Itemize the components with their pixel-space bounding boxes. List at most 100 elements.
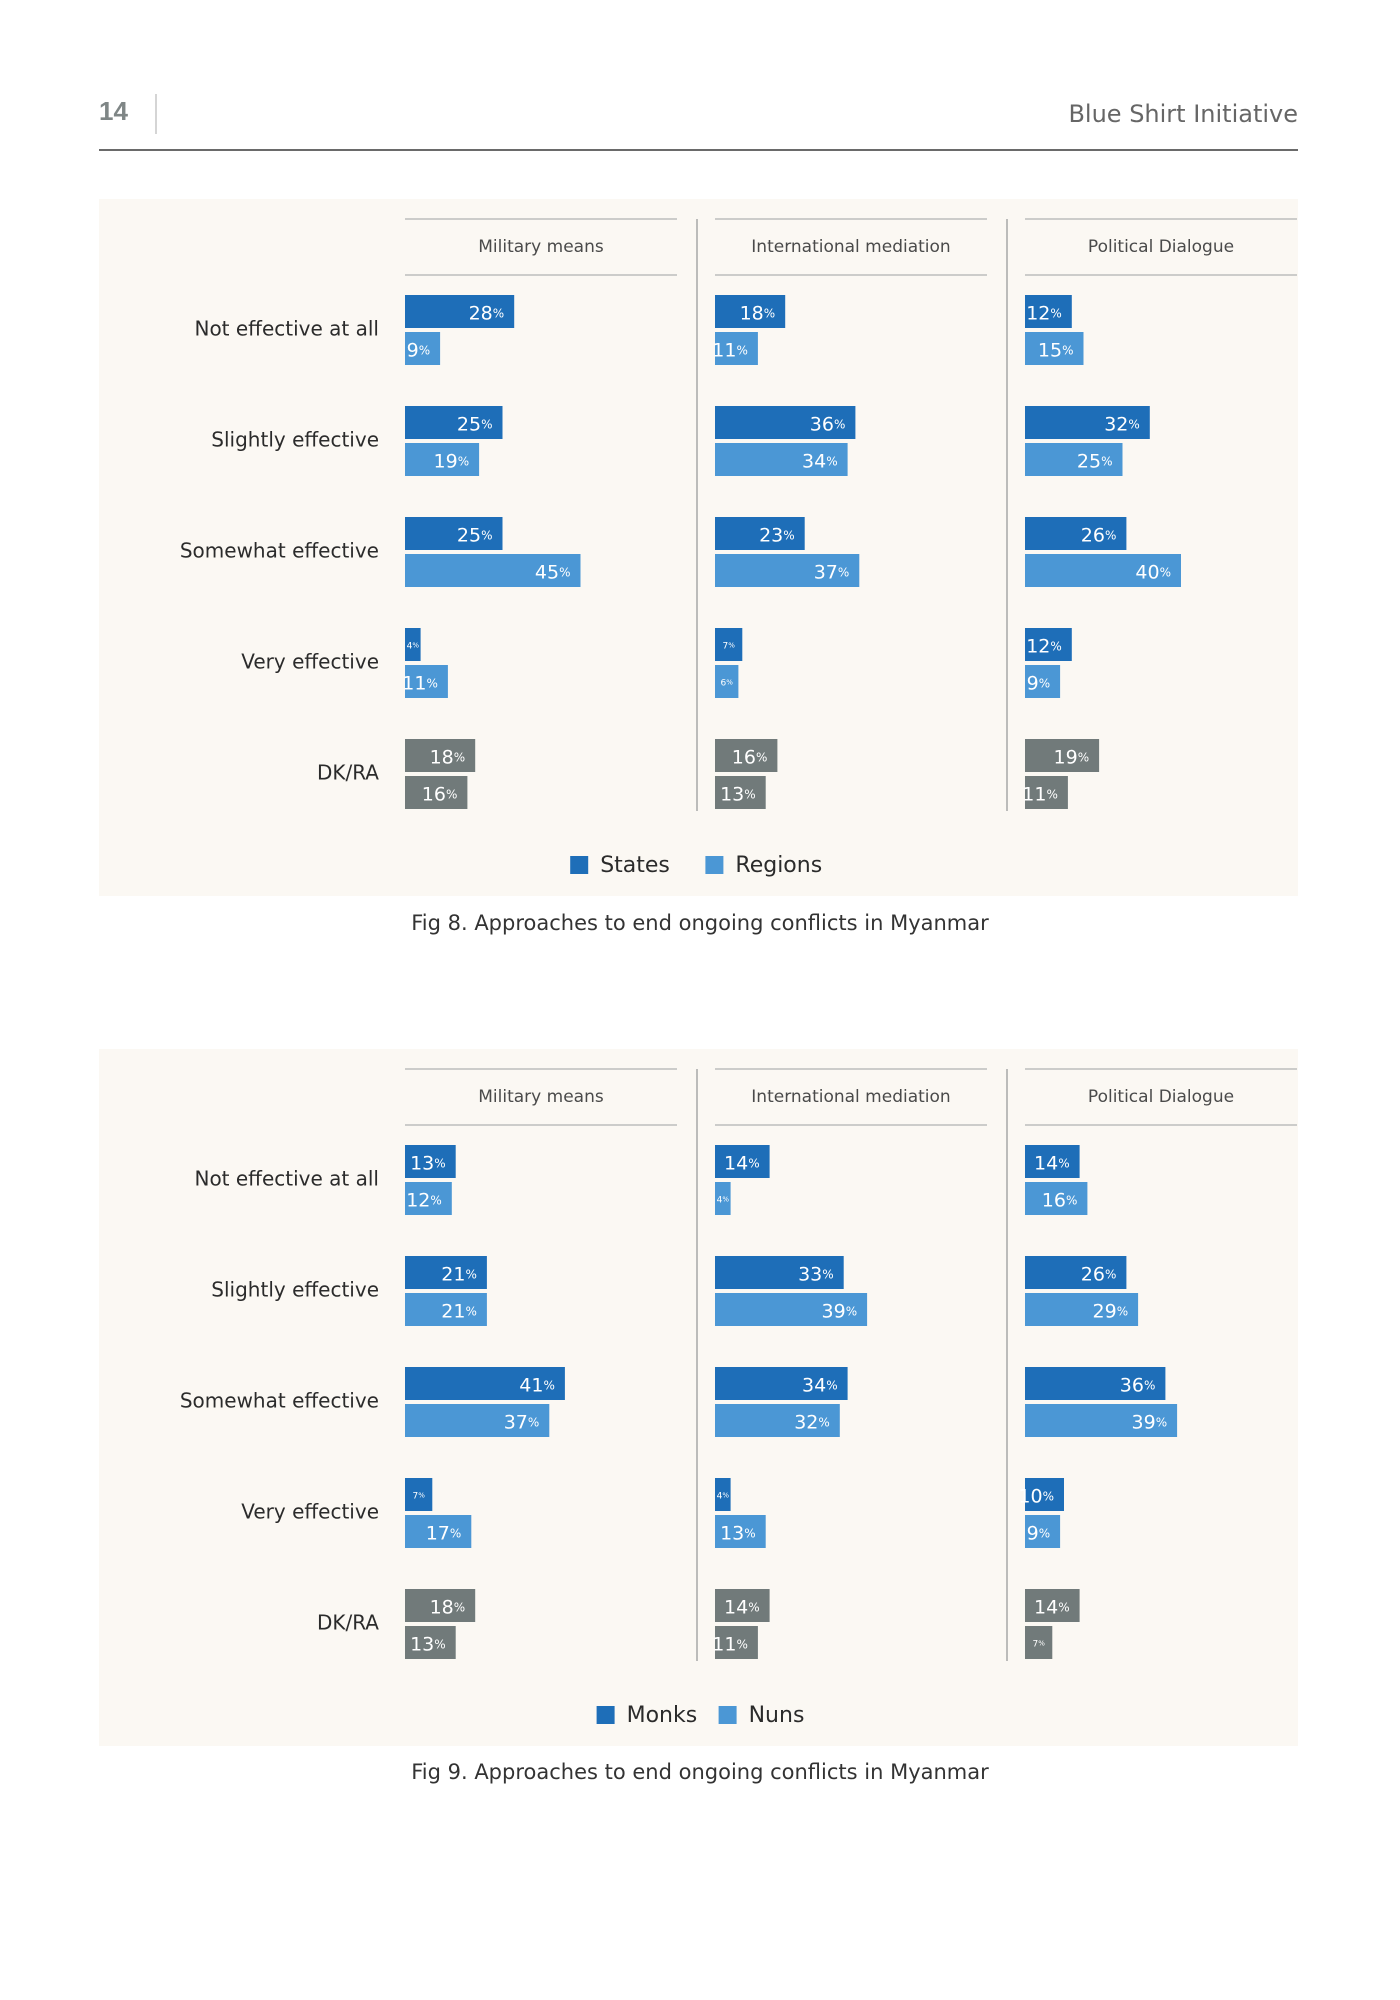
bar-value-label: 7% [722, 641, 735, 651]
bar [1025, 443, 1123, 476]
bar [1025, 295, 1072, 328]
bar-value-label: 25% [457, 524, 493, 546]
bar-value-label: 32% [794, 1411, 830, 1433]
bar [405, 1293, 487, 1326]
bar [1025, 1367, 1166, 1400]
bar-value-label: 25% [1077, 450, 1113, 472]
bar-value-label: 6% [721, 678, 734, 688]
bar-value-label: 11% [712, 339, 748, 361]
bar-value-label: 39% [1132, 1411, 1168, 1433]
bar-value-label: 19% [434, 450, 470, 472]
bar-value-label: 13% [720, 783, 756, 805]
bar [1025, 1404, 1178, 1437]
bar [1025, 1256, 1127, 1289]
bar [405, 1256, 487, 1289]
bar-value-label: 23% [759, 524, 795, 546]
bar [1025, 1145, 1080, 1178]
bar-value-label: 13% [410, 1152, 446, 1174]
bar-value-label: 4% [407, 641, 420, 651]
bar [405, 517, 503, 550]
bar [405, 554, 581, 587]
bar-value-label: 32% [1104, 413, 1140, 435]
bar [1025, 332, 1084, 365]
bar-value-label: 4% [717, 1195, 730, 1205]
bar [405, 1404, 550, 1437]
figure-8-caption: Fig 8. Approaches to end ongoing conflic… [411, 911, 989, 935]
bar [1025, 1589, 1080, 1622]
bar-value-label: 9% [1027, 1522, 1051, 1544]
bar-value-label: 16% [1042, 1189, 1078, 1211]
legend-swatch [570, 856, 589, 874]
bar-value-label: 34% [802, 1374, 838, 1396]
bar-value-label: 37% [814, 561, 850, 583]
legend-label: States [600, 853, 670, 878]
bar [715, 1478, 731, 1511]
category-label: Very effective [241, 1500, 379, 1524]
bar [715, 517, 805, 550]
bar [715, 1367, 848, 1400]
bar-value-label: 36% [810, 413, 846, 435]
bar [1025, 739, 1100, 772]
bar-value-label: 12% [1026, 302, 1062, 324]
bar-value-label: 21% [441, 1263, 477, 1285]
bar [1025, 665, 1061, 698]
bar [715, 1515, 766, 1548]
facet-header: Political Dialogue [1088, 1087, 1234, 1107]
bar [1025, 1626, 1053, 1659]
bar-value-label: 15% [1038, 339, 1074, 361]
bar [405, 1515, 472, 1548]
bar-value-label: 11% [712, 1633, 748, 1655]
bar [715, 1145, 770, 1178]
bar-value-label: 14% [1034, 1596, 1070, 1618]
facet-header: International mediation [751, 1087, 950, 1107]
bar-value-label: 17% [426, 1522, 462, 1544]
bar [405, 443, 480, 476]
bar [1025, 1293, 1139, 1326]
legend-label: Nuns [749, 1703, 805, 1728]
bar [405, 406, 503, 439]
bar [715, 1589, 770, 1622]
bar-value-label: 18% [430, 1596, 466, 1618]
bar-value-label: 36% [1120, 1374, 1156, 1396]
bar [1025, 406, 1150, 439]
header-separator [155, 94, 157, 134]
bar [405, 1145, 456, 1178]
bar [715, 554, 860, 587]
bar [715, 1626, 758, 1659]
facet-header: Military means [478, 1087, 604, 1107]
bar [1025, 1478, 1064, 1511]
bar [405, 739, 476, 772]
legend-swatch [718, 1706, 737, 1724]
publication-title: Blue Shirt Initiative [1068, 100, 1298, 128]
bar-value-label: 45% [535, 561, 571, 583]
bar-value-label: 16% [732, 746, 768, 768]
bar-value-label: 34% [802, 450, 838, 472]
bar [715, 332, 758, 365]
bar [1025, 1182, 1088, 1215]
bar [715, 406, 856, 439]
header-rule [99, 149, 1298, 151]
bar-value-label: 40% [1135, 561, 1171, 583]
bar-value-label: 12% [1026, 635, 1062, 657]
bar-value-label: 19% [1054, 746, 1090, 768]
bar [405, 665, 448, 698]
category-label: Not effective at all [194, 317, 379, 341]
bar-value-label: 28% [469, 302, 505, 324]
figure-8-svg: Military means International mediation Pol… [180, 218, 1297, 878]
bar-value-label: 26% [1081, 1263, 1117, 1285]
bar [715, 776, 766, 809]
category-label: Somewhat effective [180, 539, 379, 563]
bar-value-label: 11% [1022, 783, 1058, 805]
figure-9-caption: Fig 9. Approaches to end ongoing conflic… [411, 1760, 989, 1784]
legend: Monks Nuns [596, 1703, 805, 1728]
figure-9-svg: Military means International mediation Pol… [180, 1068, 1297, 1728]
bar [405, 776, 468, 809]
bar-value-label: 18% [430, 746, 466, 768]
bar-value-label: 41% [519, 1374, 555, 1396]
bar [405, 1478, 433, 1511]
bar [715, 1404, 840, 1437]
bar-value-label: 14% [724, 1596, 760, 1618]
facet-header: International mediation [751, 237, 950, 257]
legend-swatch [596, 1706, 615, 1724]
category-label: Not effective at all [194, 1167, 379, 1191]
